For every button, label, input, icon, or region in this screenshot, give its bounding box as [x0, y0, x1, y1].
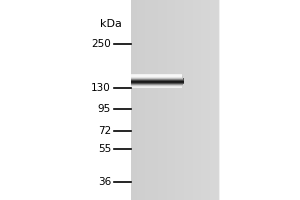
Text: kDa: kDa [100, 19, 122, 29]
Text: 130: 130 [91, 83, 111, 93]
Text: 250: 250 [91, 39, 111, 49]
Bar [130, 0, 219, 200]
Text: 95: 95 [98, 104, 111, 114]
Text: 55: 55 [98, 144, 111, 154]
Text: 72: 72 [98, 126, 111, 136]
Text: 36: 36 [98, 177, 111, 187]
